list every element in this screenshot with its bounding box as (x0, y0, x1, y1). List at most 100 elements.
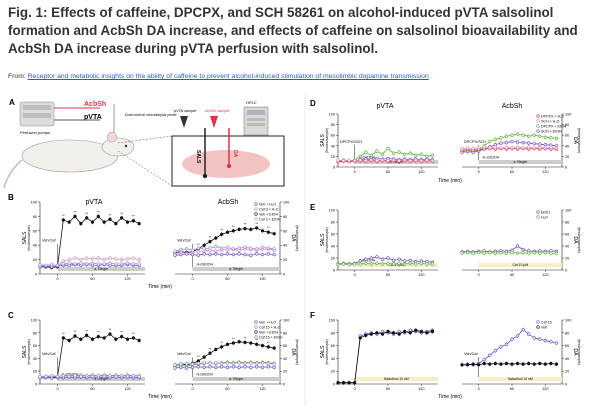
data-point (214, 347, 218, 352)
data-point (493, 361, 497, 366)
y2-tick-label: 0 (283, 273, 285, 277)
data-point (137, 374, 141, 378)
series-line (337, 159, 433, 162)
x-tick-label: 120 (418, 387, 424, 391)
data-point (90, 261, 95, 265)
legend-marker (254, 212, 258, 216)
data-point (79, 261, 83, 265)
data-point (403, 152, 407, 156)
treatment-band (354, 377, 438, 381)
y-tick-label: 100 (329, 209, 335, 213)
panel-a-sals-label: SALS (195, 150, 201, 164)
data-point (380, 332, 385, 336)
significance-stars: ** (244, 223, 247, 227)
y-tick-label: 80 (331, 123, 335, 127)
data-point (515, 251, 520, 255)
data-point (364, 150, 368, 154)
data-point (73, 374, 77, 378)
arrow-label: Veh/Caf (42, 239, 56, 243)
data-point (131, 262, 135, 266)
y-tick-label: 40 (33, 244, 37, 248)
data-point (249, 253, 253, 257)
data-point (260, 361, 265, 365)
data-point (220, 365, 224, 369)
data-point (510, 251, 514, 255)
data-point (249, 246, 253, 250)
y2-tick-label: 0 (565, 269, 567, 273)
data-point (243, 245, 247, 249)
data-point (460, 363, 464, 367)
y-tick-label: 0 (35, 383, 37, 387)
significance-stars: ** (232, 225, 235, 229)
da-unit-label: (fmoles/sample) (577, 339, 581, 365)
x-tick-label: 120 (542, 387, 548, 391)
y-tick-label: 80 (331, 221, 335, 225)
significance-stars: ** (255, 222, 258, 226)
treatment-band-label: Salsolinol 10 nM (384, 377, 409, 381)
x-tick-label: 120 (124, 277, 130, 281)
panel-a-da-label: DA (232, 150, 238, 158)
data-point (190, 362, 195, 366)
data-point (255, 365, 259, 369)
data-point (272, 232, 276, 236)
data-point (196, 365, 200, 369)
data-point (375, 331, 379, 335)
treatment-band-label: Caf 10 μM (512, 263, 528, 267)
data-point (90, 374, 95, 378)
data-point (425, 262, 429, 266)
source-article-link[interactable]: Receptor and metabolic insights on the a… (27, 73, 429, 80)
significance-stars: ** (209, 236, 212, 240)
legend-label: Caf 15 + EtOH (259, 335, 283, 339)
data-point (510, 133, 514, 137)
data-point (493, 349, 497, 353)
data-point (554, 146, 559, 150)
data-point (260, 229, 265, 233)
data-point (488, 362, 492, 366)
data-point (61, 218, 65, 222)
x-tick-label: 0 (56, 387, 58, 391)
data-point (369, 256, 373, 260)
data-point (391, 262, 396, 266)
chart-b-acbsh: 0 20 40 60 80 100 0 60 120 a. Ringer H₂O/EtOH Veh/C… (173, 201, 299, 281)
legend-marker (536, 320, 540, 324)
series-line (461, 146, 557, 149)
column-title-acbsh: AcbSh (502, 103, 523, 110)
zoom-line (117, 150, 173, 187)
data-point (364, 333, 368, 337)
significance-stars: ** (85, 329, 88, 333)
y-tick-label: 60 (331, 134, 335, 138)
column-title-acbsh: AcbSh (218, 199, 239, 206)
x-tick-label: 60 (386, 273, 390, 277)
data-point (260, 252, 265, 257)
arrow-label: Veh/Caf (177, 352, 191, 356)
data-point (477, 251, 481, 255)
data-point (114, 337, 118, 341)
data-point (397, 159, 401, 163)
data-point (214, 361, 218, 365)
x-tick-label: 120 (259, 277, 265, 281)
data-point (353, 262, 357, 266)
data-point (225, 245, 230, 249)
data-point (549, 136, 553, 140)
data-point (549, 361, 553, 366)
data-point (220, 345, 224, 349)
data-point (482, 361, 486, 366)
significance-stars: ** (97, 210, 100, 214)
data-point (266, 365, 270, 369)
data-point (73, 262, 77, 266)
data-point (358, 262, 362, 266)
data-point (353, 159, 357, 163)
column-title-pvta: pVTA (377, 103, 394, 110)
data-point (231, 365, 235, 369)
data-point (85, 216, 89, 220)
data-point (510, 337, 514, 341)
data-point (73, 214, 77, 218)
data-point (543, 143, 547, 147)
da-unit-label: (fmoles/sample) (577, 227, 581, 253)
sals-axis-label: SALS (22, 345, 28, 358)
y-tick-label: 100 (31, 319, 37, 323)
data-point (336, 263, 340, 267)
data-point (397, 257, 401, 261)
data-point (543, 362, 547, 366)
